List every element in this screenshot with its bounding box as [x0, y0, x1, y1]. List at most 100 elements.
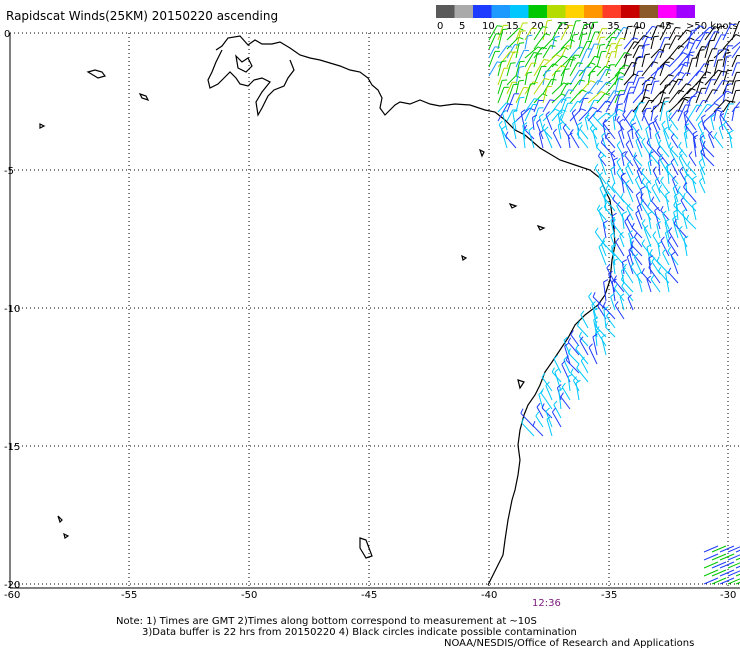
wind-barb	[578, 62, 591, 77]
wind-barb-flag	[593, 111, 597, 117]
wind-barb-flag	[698, 80, 704, 84]
wind-barb-flag	[507, 103, 513, 106]
wind-barb-flag	[636, 56, 642, 59]
wind-barb	[610, 220, 616, 239]
wind-barb-flag	[682, 52, 688, 55]
wind-barb	[654, 134, 661, 149]
wind-barb-flag	[645, 53, 651, 56]
wind-barb-flag	[605, 184, 610, 190]
wind-barb-flag	[598, 243, 604, 248]
wind-barb-flag	[656, 256, 660, 262]
wind-barb-flag	[714, 31, 720, 33]
wind-barb-flag	[603, 202, 608, 208]
wind-barb-flag	[701, 46, 707, 48]
wind-barb	[677, 97, 686, 113]
wind-barb-flag	[673, 218, 677, 224]
wind-barb-flag	[672, 175, 677, 180]
wind-barb	[632, 71, 639, 86]
wind-barb	[632, 57, 637, 77]
wind-barb	[619, 296, 625, 311]
wind-barb	[536, 122, 544, 140]
wind-barb	[560, 25, 569, 41]
wind-barb-flag	[531, 27, 537, 30]
wind-barb-flag	[646, 243, 652, 248]
wind-barb	[735, 573, 740, 577]
wind-barb	[668, 89, 680, 104]
wind-barb-flag	[641, 219, 646, 224]
wind-barb-flag	[588, 292, 592, 297]
wind-barb-flag	[687, 161, 691, 167]
wind-barb	[533, 54, 538, 68]
wind-barb	[675, 205, 679, 221]
wind-barb	[647, 162, 652, 176]
wind-barb	[578, 24, 585, 41]
wind-barb	[648, 154, 652, 167]
wind-barb-flag	[692, 202, 697, 206]
wind-barb	[665, 273, 670, 293]
wind-barb	[551, 22, 562, 41]
wind-barb-flag	[620, 37, 626, 40]
wind-barb	[591, 304, 598, 320]
wind-barb	[497, 61, 502, 77]
wind-barb	[542, 45, 551, 59]
wind-barb	[711, 577, 727, 585]
wind-barb-flag	[606, 81, 612, 85]
wind-barb-flag	[702, 119, 706, 125]
wind-barb-flag	[699, 132, 705, 137]
wind-barb	[641, 243, 652, 257]
wind-barb	[668, 231, 679, 248]
wind-barb-flag	[622, 259, 628, 263]
wind-barb	[532, 117, 535, 131]
longitude-labels: -60 -55 -50 -45 -40 -35 -30	[4, 590, 736, 601]
wind-barb	[635, 213, 643, 230]
wind-barb	[623, 62, 633, 77]
wind-barb-flag	[600, 43, 606, 46]
wind-barb	[542, 38, 553, 50]
wind-barb	[568, 352, 580, 365]
wind-barb	[611, 281, 616, 302]
wind-barb-flag	[690, 87, 696, 91]
wind-barb	[515, 22, 524, 41]
wind-barb-flag	[727, 69, 733, 72]
wind-barb-flag	[576, 320, 581, 326]
wind-barb	[502, 112, 508, 131]
wind-barb	[670, 161, 679, 176]
wind-barb	[600, 142, 616, 158]
wind-barb-flag	[570, 368, 574, 374]
wind-barb	[610, 296, 616, 311]
wind-barb-flag	[635, 137, 640, 142]
wind-barb	[532, 425, 544, 437]
wind-barb-flag	[663, 100, 669, 103]
wind-barbs	[488, 19, 740, 585]
wind-barb	[621, 154, 625, 167]
wind-barb	[686, 70, 700, 86]
wind-barb	[735, 557, 740, 561]
wind-barb	[506, 75, 517, 86]
wind-barb-flag	[555, 70, 561, 72]
wind-barb	[524, 83, 531, 104]
wind-barb	[728, 132, 733, 149]
wind-barb-flag	[721, 70, 727, 73]
wind-barb-flag	[536, 402, 541, 408]
wind-barb-flag	[522, 128, 528, 132]
wind-barb	[641, 172, 652, 185]
wind-barb	[659, 37, 666, 50]
map-frame	[9, 33, 740, 589]
wind-barb	[605, 326, 616, 338]
wind-barb-flag	[542, 26, 548, 28]
wind-barb	[722, 56, 727, 77]
legend-swatch	[584, 5, 603, 18]
wind-barb-flag	[619, 118, 624, 123]
wind-barb-flag	[520, 30, 526, 32]
wind-barb-flag	[606, 68, 612, 71]
wind-barb-flag	[618, 108, 624, 112]
wind-barb	[497, 80, 503, 95]
wind-barb	[703, 553, 719, 561]
wind-barb	[612, 160, 616, 176]
wind-barb-flag	[726, 90, 732, 94]
wind-barb	[731, 101, 740, 113]
wind-barb-flag	[633, 152, 637, 158]
legend-swatch	[565, 5, 584, 18]
wind-barb-flag	[658, 184, 663, 190]
wind-barb-flag	[650, 274, 655, 280]
